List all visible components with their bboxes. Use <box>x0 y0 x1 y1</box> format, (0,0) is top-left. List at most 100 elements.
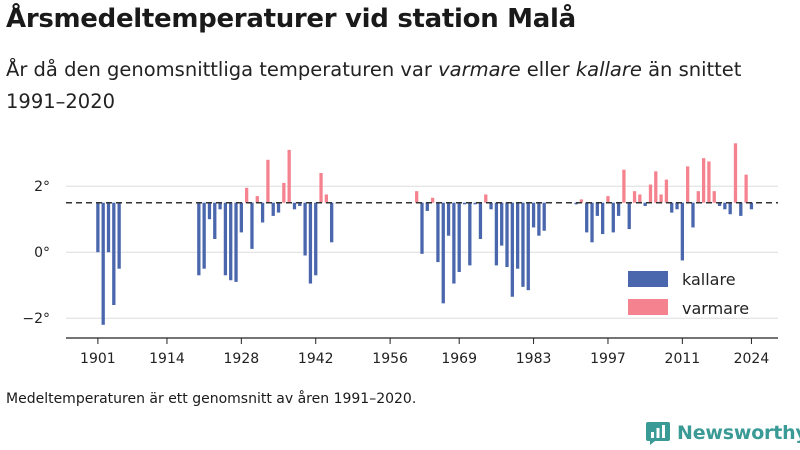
bar-1902 <box>101 202 105 325</box>
brand-logo-icon <box>646 422 670 445</box>
bar-1973 <box>478 202 483 239</box>
bar-1968 <box>452 202 456 284</box>
bar-1931 <box>255 196 259 203</box>
bar-1995 <box>595 202 599 216</box>
bar-2015 <box>701 158 706 203</box>
x-tick-label: 1969 <box>441 351 477 367</box>
x-tick-label: 2011 <box>665 351 701 367</box>
bar-1974 <box>484 194 488 203</box>
y-tick-label: 2° <box>34 179 50 195</box>
bar-2006 <box>654 171 658 203</box>
legend-label-warmer: varmare <box>682 299 749 318</box>
bar-1930 <box>250 202 254 249</box>
bar-1978 <box>505 202 509 268</box>
bar-1962 <box>420 202 424 254</box>
bar-1981 <box>521 202 525 287</box>
subtitle-part1: År då den genomsnittliga temperaturen va… <box>6 58 439 81</box>
x-tick-label: 1997 <box>590 351 626 367</box>
x-axis-ticks: 1901 1914 1928 1942 1956 1969 1983 1997 2011 2024 <box>80 338 769 367</box>
chart-title: Årsmedeltemperaturer vid station Malå <box>6 4 576 34</box>
bar-1982 <box>526 202 530 291</box>
bar-1965 <box>436 202 440 263</box>
brand-name: Newsworthy <box>677 422 800 444</box>
bar-1926 <box>229 202 233 281</box>
bar-1971 <box>468 202 472 266</box>
subtitle-colder: kallare <box>575 58 642 81</box>
bar-1905 <box>117 202 121 269</box>
bar-2001 <box>627 202 631 230</box>
bar-2008 <box>664 179 669 203</box>
bar-1975 <box>489 202 493 210</box>
bar-1994 <box>590 202 594 243</box>
bar-2023 <box>744 174 748 203</box>
bar-2002 <box>632 191 637 203</box>
bar-2009 <box>670 202 674 213</box>
bar-2003 <box>638 194 642 203</box>
bar-1999 <box>616 202 621 216</box>
x-tick-label: 1942 <box>298 351 334 367</box>
bar-1984 <box>537 202 541 236</box>
bar-1937 <box>287 149 291 203</box>
chart-subtitle: År då den genomsnittliga temperaturen va… <box>6 54 786 118</box>
bar-1976 <box>494 202 499 266</box>
bar-1929 <box>245 187 249 203</box>
bar-1963 <box>425 202 429 211</box>
bar-2011 <box>680 202 685 261</box>
bar-1923 <box>213 202 217 239</box>
footnote: Medeltemperaturen är ett genomsnitt av å… <box>6 391 417 407</box>
bar-1928 <box>239 202 243 233</box>
bar-1936 <box>282 182 286 203</box>
legend-swatch-colder <box>628 271 668 287</box>
bar-1901 <box>96 202 100 253</box>
bar-1940 <box>303 202 307 256</box>
bar-2020 <box>728 202 732 215</box>
bar-1992 <box>579 199 584 203</box>
x-tick-label: 1956 <box>372 351 408 367</box>
bar-1921 <box>202 202 206 269</box>
bar-series <box>96 143 754 325</box>
bar-1983 <box>531 202 536 228</box>
bar-1904 <box>112 202 116 305</box>
x-tick-label: 1928 <box>224 351 260 367</box>
legend-swatch-warmer <box>628 299 668 315</box>
y-axis-ticks: 2° 0° −2° <box>22 179 50 327</box>
bar-1935 <box>276 202 281 213</box>
bar-1945 <box>330 202 334 243</box>
y-tick-label: −2° <box>22 311 50 327</box>
bar-1980 <box>515 202 520 269</box>
bar-1985 <box>542 202 546 231</box>
x-tick-label: 1914 <box>149 351 185 367</box>
x-tick-label: 2024 <box>734 351 770 367</box>
subtitle-part2: eller <box>520 58 576 81</box>
bar-2010 <box>675 202 679 210</box>
brand-logo: Newsworthy <box>645 419 800 447</box>
bar-2022 <box>739 202 743 216</box>
bar-1993 <box>585 202 589 233</box>
bar-1967 <box>446 202 451 236</box>
legend-label-colder: kallare <box>682 270 736 289</box>
bar-1998 <box>611 202 615 233</box>
bar-1938 <box>292 202 297 210</box>
bar-2024 <box>749 202 754 210</box>
subtitle-warmer: varmare <box>438 58 521 81</box>
bar-1997 <box>606 196 610 203</box>
bar-2019 <box>723 202 727 210</box>
bar-1925 <box>223 202 228 276</box>
y-tick-label: 0° <box>34 245 50 261</box>
bar-2018 <box>717 202 722 206</box>
legend: kallare varmare <box>628 270 749 318</box>
bar-1996 <box>601 202 605 235</box>
bar-2017 <box>712 191 716 203</box>
bar-1991 <box>574 202 578 205</box>
bar-2004 <box>643 202 647 206</box>
bar-1924 <box>218 202 222 210</box>
bar-1972 <box>473 202 477 205</box>
bar-1969 <box>457 202 461 272</box>
bar-1977 <box>500 202 504 246</box>
subtitle-part3: än snittet 1991–2020 <box>6 58 742 113</box>
bar-2014 <box>696 191 700 203</box>
bar-2016 <box>707 161 711 203</box>
bar-2012 <box>686 166 690 203</box>
bar-1942 <box>314 202 318 276</box>
bar-1903 <box>106 202 111 253</box>
